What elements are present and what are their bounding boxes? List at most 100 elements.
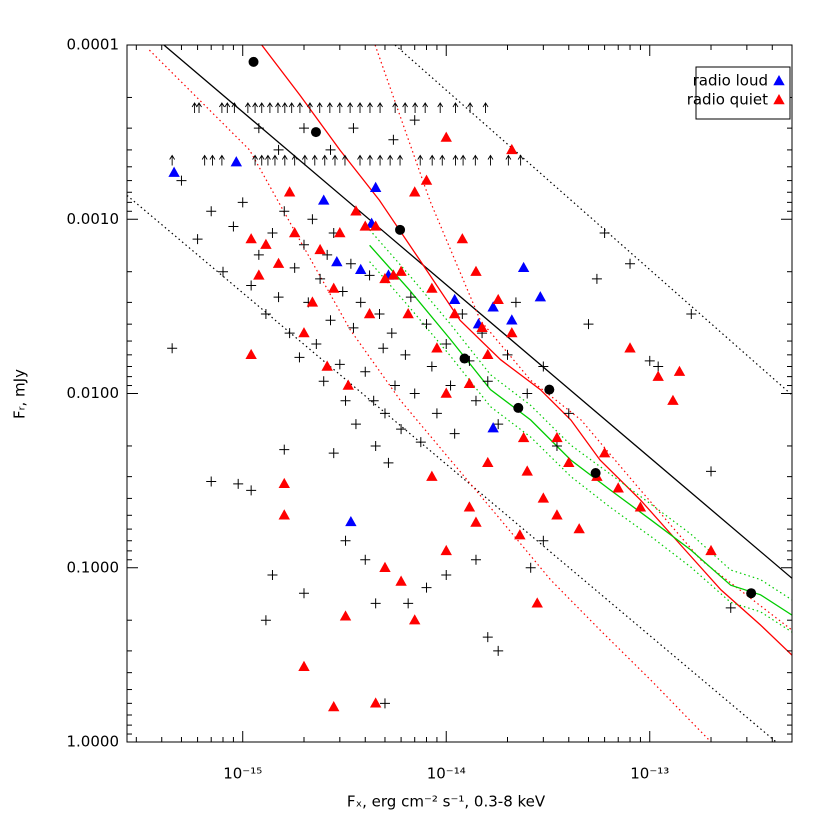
upper-limit-arrow [272, 154, 278, 166]
triangle-point [369, 181, 382, 193]
upper-limit-arrow [258, 154, 265, 166]
fit-line [163, 45, 792, 579]
triangle-point [506, 314, 518, 325]
cross-point [409, 388, 420, 399]
cross-point [583, 319, 594, 330]
cross-point [445, 380, 456, 391]
y-tick-label: 1.0000 [67, 733, 120, 751]
fit-line [148, 49, 712, 742]
y-tick-label: 0.0001 [67, 36, 120, 54]
cross-point [470, 554, 481, 565]
fit-line [261, 45, 792, 656]
upper-limit-arrow [301, 154, 308, 166]
triangle-point [440, 131, 452, 142]
cross-point [360, 554, 371, 565]
circle-point [310, 127, 321, 138]
cross-point [337, 286, 348, 297]
cross-point [360, 366, 371, 377]
cross-point [441, 569, 452, 580]
cross-point [233, 478, 244, 489]
cross-point [421, 582, 432, 593]
upper-limit-arrow [397, 154, 403, 166]
upper-limit-arrow [231, 102, 238, 114]
triangle-point [420, 174, 433, 185]
upper-limit-arrow [252, 154, 258, 166]
fit-line [394, 45, 792, 396]
triangle-point [379, 561, 391, 572]
triangle-point [463, 377, 476, 389]
cross-point [340, 535, 351, 546]
upper-limit-arrow [219, 154, 225, 166]
upper-limit-arrow [297, 102, 303, 114]
triangle-point [230, 156, 243, 167]
triangle-point [278, 477, 290, 489]
triangle-point [328, 282, 340, 293]
legend-swatch [773, 94, 785, 105]
upper-limit-arrow [452, 102, 459, 114]
cross-point [273, 292, 284, 303]
upper-limit-arrow [332, 154, 338, 166]
cross-point [482, 376, 493, 387]
triangle-point [288, 227, 301, 238]
triangle-point [350, 205, 362, 216]
y-axis-label: Fᵣ, mJy [11, 369, 29, 419]
cross-point [644, 355, 655, 366]
cross-point [389, 380, 400, 391]
cross-point [325, 315, 336, 326]
cross-point [206, 476, 217, 487]
triangle-point [448, 293, 461, 305]
circle-point [248, 56, 259, 67]
upper-limit-arrow [316, 102, 323, 114]
fit-line [369, 229, 792, 601]
upper-limit-arrow [244, 102, 251, 114]
cross-point [374, 309, 385, 320]
cross-point [368, 395, 379, 406]
upper-limit-arrow [357, 102, 363, 114]
circle-point [513, 402, 524, 413]
cross-point [340, 395, 351, 406]
cross-point [298, 588, 309, 599]
triangle-point [363, 308, 376, 319]
plot-frame [126, 44, 793, 743]
upper-limit-arrow [517, 154, 524, 166]
triangle-point [456, 233, 469, 244]
triangle-point [321, 360, 333, 371]
triangle-point [440, 387, 452, 398]
cross-point [307, 214, 318, 225]
cross-point [538, 535, 549, 546]
x-tick-label: 10⁻¹³ [630, 765, 669, 783]
triangle-point [298, 327, 310, 338]
cross-point [325, 144, 336, 155]
cross-point [538, 361, 549, 372]
triangle-point [598, 447, 611, 458]
upper-limit-arrow [467, 102, 473, 114]
circle-point [395, 224, 406, 235]
cross-point [192, 234, 203, 245]
circle-point [746, 588, 757, 599]
upper-limit-arrow [342, 154, 348, 166]
triangle-point [492, 293, 504, 305]
upper-limit-arrow [367, 102, 373, 114]
cross-point [267, 228, 278, 239]
cross-point [400, 349, 411, 360]
cross-point [279, 444, 290, 455]
cross-point [364, 270, 375, 281]
cross-point [386, 328, 397, 339]
legend-box [695, 66, 791, 120]
cross-point [493, 419, 504, 430]
cross-point [260, 615, 271, 626]
upper-limit-arrow [275, 102, 281, 114]
triangle-point [431, 342, 443, 353]
cross-point [167, 343, 178, 354]
triangle-point [506, 143, 518, 155]
triangle-point [395, 265, 407, 276]
cross-point [378, 343, 389, 354]
triangle-point [551, 509, 563, 520]
upper-limit-arrow [265, 154, 271, 166]
cross-point [415, 437, 426, 448]
upper-limit-arrow [422, 102, 429, 114]
cross-point [315, 273, 326, 284]
upper-limit-arrow [201, 154, 208, 166]
upper-limit-arrow [321, 154, 328, 166]
cross-point [348, 322, 359, 333]
